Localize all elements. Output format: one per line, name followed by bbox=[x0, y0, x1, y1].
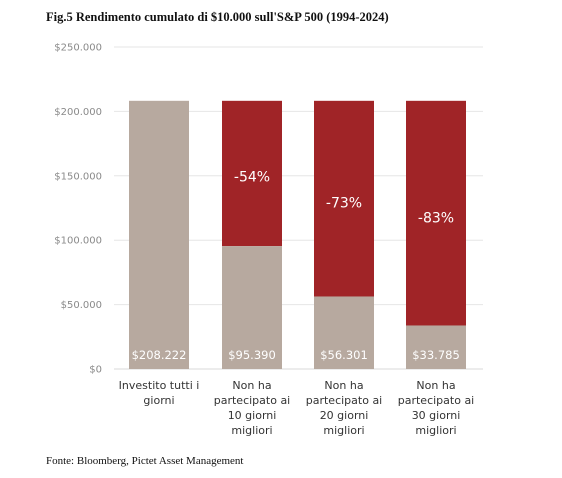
bar-value-segment bbox=[314, 296, 374, 369]
category-label: partecipato ai bbox=[214, 394, 291, 407]
bar-lost-segment bbox=[222, 100, 282, 247]
chart-title: Fig.5 Rendimento cumulato di $10.000 sul… bbox=[46, 10, 389, 24]
category-label: Non ha bbox=[324, 379, 363, 392]
category-label: migliori bbox=[323, 424, 364, 437]
category-label: partecipato ai bbox=[306, 394, 383, 407]
loss-percentage-label: -83% bbox=[418, 211, 454, 227]
category-label: giorni bbox=[143, 394, 174, 407]
y-tick-label: $0 bbox=[89, 365, 102, 376]
y-tick-label: $200.000 bbox=[54, 107, 102, 118]
bar-value-segment bbox=[406, 325, 466, 369]
bar-value-segment bbox=[129, 100, 189, 370]
y-tick-label: $50.000 bbox=[61, 300, 102, 311]
bar-lost-segment bbox=[406, 100, 466, 326]
loss-percentage-label: -73% bbox=[326, 196, 362, 212]
bar-value-segment bbox=[222, 246, 282, 369]
category-label: Non ha bbox=[232, 379, 271, 392]
category-label: migliori bbox=[231, 424, 272, 437]
category-label: 20 giorni bbox=[320, 409, 369, 422]
bar-value-label: $95.390 bbox=[228, 348, 276, 362]
category-label: migliori bbox=[415, 424, 456, 437]
bar-lost-segment bbox=[314, 100, 374, 297]
category-label: Investito tutti i bbox=[119, 379, 200, 392]
category-label: Non ha bbox=[416, 379, 455, 392]
bar-value-label: $33.785 bbox=[412, 348, 460, 362]
bar-value-label: $56.301 bbox=[320, 348, 368, 362]
source-note: Fonte: Bloomberg, Pictet Asset Managemen… bbox=[46, 455, 244, 467]
bar-value-label: $208.222 bbox=[132, 348, 187, 362]
y-tick-label: $100.000 bbox=[54, 236, 102, 247]
y-tick-label: $250.000 bbox=[54, 43, 102, 54]
y-tick-label: $150.000 bbox=[54, 171, 102, 182]
category-label: partecipato ai bbox=[398, 394, 475, 407]
category-label: 30 giorni bbox=[412, 409, 461, 422]
loss-percentage-label: -54% bbox=[234, 169, 270, 185]
category-label: 10 giorni bbox=[228, 409, 277, 422]
